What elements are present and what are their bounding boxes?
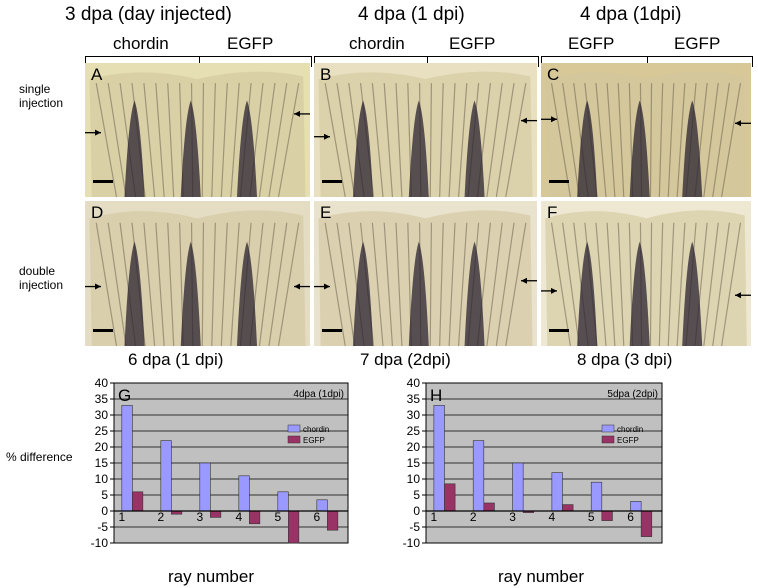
bar-egfp-5	[288, 510, 300, 544]
y-tick-label: 0	[413, 504, 420, 518]
bar-egfp-6	[640, 510, 653, 537]
x-tick-label: 6	[313, 510, 320, 524]
bar-egfp-1	[132, 491, 144, 512]
sublabel-c-left: EGFP	[568, 34, 615, 53]
x-tick-label: 5	[588, 510, 595, 524]
bar-egfp-5	[601, 510, 613, 521]
bar-chart-h: -10 -5 0 5 10 15 20 25 30 35 40 1 2 3 4 5 6 H 5dpa (2dpi) c…	[403, 377, 663, 550]
y-tick-label: -5	[97, 520, 108, 534]
x-axis-label-h: ray number	[498, 567, 584, 586]
legend-swatch	[601, 435, 615, 444]
bar-chordin-3	[512, 462, 524, 512]
y-tick-label: 15	[95, 456, 109, 470]
panel-letter: D	[91, 203, 104, 222]
y-tick-label: 10	[95, 472, 109, 486]
y-tick-label: 25	[407, 424, 421, 438]
bottom-label-f: 8 dpa (3 dpi)	[577, 350, 673, 369]
bar-chordin-4	[551, 472, 563, 512]
bar-chordin-2	[472, 440, 485, 512]
sublabel-c-right: EGFP	[674, 34, 721, 53]
x-tick-label: 4	[549, 510, 556, 524]
bar-egfp-1	[444, 483, 456, 512]
bar-chordin-4	[238, 475, 250, 512]
y-tick-label: 40	[407, 377, 421, 390]
bar-chart-g: -10 -5 0 5 10 15 20 25 30 35 40 1 2 3 4 5 6 G 4dpa (1dpi) c…	[91, 377, 349, 550]
chart-panel-letter: G	[118, 386, 131, 405]
fin-image-panel: B	[314, 63, 537, 197]
bar-egfp-4	[249, 510, 261, 525]
legend-label: chordin	[303, 425, 329, 434]
chart-panel-letter: H	[430, 386, 442, 405]
sublabel-a-left: chordin	[113, 34, 169, 53]
bar-chordin-2	[160, 440, 172, 512]
y-tick-label: 5	[413, 488, 420, 502]
y-tick-label: 0	[101, 504, 108, 518]
y-tick-label: 35	[407, 392, 421, 406]
y-tick-label: 25	[95, 424, 109, 438]
chart-annotation: 4dpa (1dpi)	[293, 389, 344, 400]
y-tick-label: 30	[407, 408, 421, 422]
y-tick-label: 15	[407, 456, 421, 470]
x-tick-label: 1	[118, 510, 125, 524]
fin-image-panel: C	[541, 63, 751, 197]
column-title-2: 4 dpa (1 dpi)	[358, 4, 465, 25]
x-tick-label: 1	[431, 510, 438, 524]
x-axis-label-g: ray number	[168, 567, 254, 586]
fin-image-panel: F	[541, 201, 751, 346]
y-tick-label: -10	[403, 536, 421, 550]
legend-swatch	[601, 424, 615, 433]
x-tick-label: 4	[235, 510, 242, 524]
y-tick-label: 10	[407, 472, 421, 486]
chart-annotation: 5dpa (2dpi)	[607, 389, 658, 400]
y-tick-label: 5	[101, 488, 108, 502]
column-title-3: 4 dpa (1dpi)	[580, 4, 682, 25]
legend-label: chordin	[617, 425, 643, 434]
legend-swatch	[287, 435, 301, 444]
column-title-1: 3 dpa (day injected)	[65, 4, 232, 25]
bar-egfp-6	[327, 510, 339, 531]
y-tick-label: 35	[95, 392, 109, 406]
panel-letter: C	[547, 65, 560, 84]
legend-label: EGFP	[303, 436, 325, 445]
x-tick-label: 5	[274, 510, 281, 524]
bar-egfp-3	[210, 510, 222, 518]
fin-image-panel: D	[85, 201, 310, 346]
x-tick-label: 6	[627, 510, 634, 524]
fin-image-panel: E	[314, 201, 537, 346]
legend-label: EGFP	[617, 436, 639, 445]
y-tick-label: -10	[91, 536, 109, 550]
x-tick-label: 3	[509, 510, 516, 524]
bottom-label-e: 7 dpa (2dpi)	[360, 350, 451, 369]
legend-swatch	[287, 424, 301, 433]
y-tick-label: 30	[95, 408, 109, 422]
y-tick-label: 20	[95, 440, 109, 454]
panel-letter: A	[91, 65, 103, 84]
sublabel-b-left: chordin	[349, 34, 405, 53]
fin-image-panel: A	[85, 63, 310, 197]
sublabel-a-right: EGFP	[227, 34, 274, 53]
bar-chordin-5	[277, 491, 289, 512]
y-tick-label: 20	[407, 440, 421, 454]
panel-letter: B	[320, 65, 332, 84]
panel-letter: F	[547, 203, 558, 222]
bar-egfp-4	[562, 504, 574, 512]
bar-chordin-1	[121, 405, 133, 512]
y-tick-label: -5	[409, 520, 420, 534]
x-tick-label: 3	[196, 510, 203, 524]
bottom-label-d: 6 dpa (1 dpi)	[128, 350, 224, 369]
y-axis-label: % difference	[6, 450, 73, 464]
sublabel-b-right: EGFP	[449, 34, 496, 53]
row-label-single: single injection	[19, 82, 64, 110]
x-tick-label: 2	[157, 510, 164, 524]
bar-egfp-2	[483, 502, 495, 512]
bar-chordin-1	[433, 405, 445, 512]
bar-chordin-5	[590, 481, 603, 512]
x-tick-label: 2	[470, 510, 477, 524]
bar-chordin-3	[199, 462, 211, 512]
panel-letter: E	[320, 203, 332, 222]
y-tick-label: 40	[95, 377, 109, 390]
row-label-double: double injection	[19, 264, 64, 292]
